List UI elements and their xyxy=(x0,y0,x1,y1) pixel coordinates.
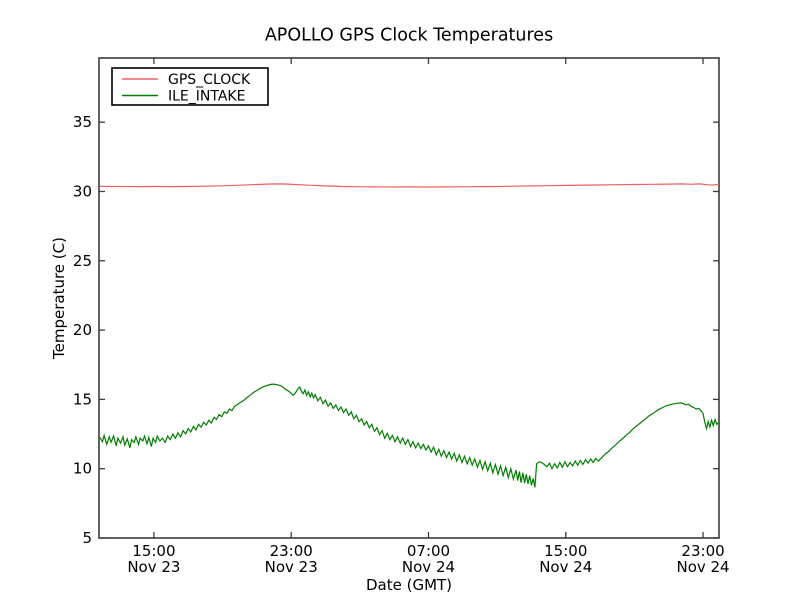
series-line-ile_intake xyxy=(99,383,720,488)
y-tick-label: 20 xyxy=(73,321,92,339)
y-tick-label: 25 xyxy=(73,252,92,270)
plot-series xyxy=(99,183,720,488)
x-tick-date-label: Nov 24 xyxy=(402,558,455,576)
axis-ticks xyxy=(99,58,719,539)
legend-box xyxy=(111,67,269,106)
x-tick-date-label: Nov 23 xyxy=(265,558,318,576)
legend-label-gps-clock: GPS_CLOCK xyxy=(168,72,251,88)
x-tick-time-label: 15:00 xyxy=(132,542,175,560)
legend-label-ile-intake: ILE_INTAKE xyxy=(168,89,245,105)
x-tick-time-label: 23:00 xyxy=(270,542,313,560)
x-axis-label: Date (GMT) xyxy=(366,576,452,594)
x-tick-date-label: Nov 23 xyxy=(127,558,180,576)
y-tick-label: 35 xyxy=(73,113,92,131)
x-tick-date-label: Nov 24 xyxy=(539,558,592,576)
x-tick-time-label: 07:00 xyxy=(407,542,450,560)
chart-title: APOLLO GPS Clock Temperatures xyxy=(265,26,553,46)
legend: GPS_CLOCK ILE_INTAKE xyxy=(111,67,269,106)
y-tick-label: 15 xyxy=(73,390,92,408)
x-tick-date-label: Nov 24 xyxy=(676,558,729,576)
x-tick-time-label: 23:00 xyxy=(681,542,724,560)
y-tick-label: 5 xyxy=(82,529,92,547)
series-line-gps_clock xyxy=(99,183,720,188)
y-tick-label: 10 xyxy=(73,460,92,478)
x-tick-time-label: 15:00 xyxy=(544,542,587,560)
plot-area-border xyxy=(98,57,720,539)
y-axis-label: Temperature (C) xyxy=(50,237,68,360)
y-tick-label: 30 xyxy=(73,182,92,200)
